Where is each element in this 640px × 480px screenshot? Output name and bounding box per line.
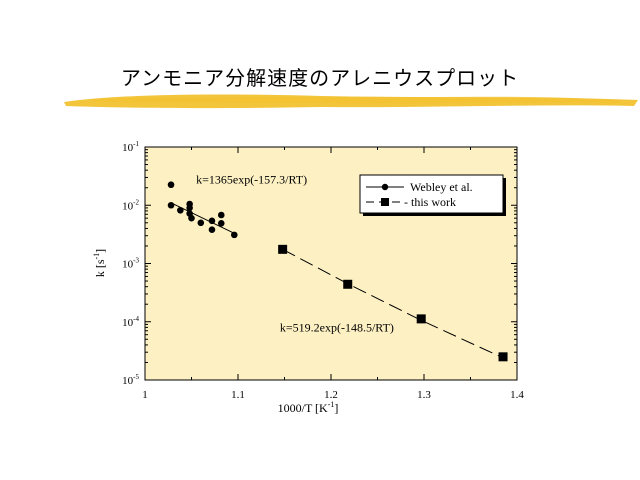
legend-label-webley: Webley et al.: [410, 180, 473, 194]
slide-title: アンモニア分解速度のアレニウスプロット: [120, 66, 520, 90]
data-point-this-work: [498, 352, 508, 362]
annotations: k=1365exp(-157.3/RT) k=519.2exp(-148.5/R…: [196, 173, 394, 335]
legend-label-this-work: - this work: [404, 195, 456, 209]
x-axis: 1 1.1 1.2 1.3 1.4: [142, 147, 524, 401]
y-axis-label-text: k [s: [93, 259, 107, 277]
y-axis: 10-1 10-2 10-3 10-4 10-5: [122, 140, 517, 387]
data-point-webley: [167, 181, 175, 189]
y-axis-label-end: ]: [93, 249, 107, 253]
annotation-webley-fit: k=1365exp(-157.3/RT): [196, 173, 307, 187]
title-underline-brush-stroke: [64, 94, 638, 109]
legend: Webley et al. - this work: [359, 174, 506, 216]
x-tick-label: 1: [142, 389, 148, 401]
x-tick-label: 1.1: [231, 389, 245, 401]
data-point-webley: [177, 206, 184, 214]
y-tick-label: 10-2: [122, 198, 139, 212]
x-axis-label-end: ]: [334, 401, 338, 415]
legend-marker-this-work: [381, 198, 389, 206]
y-tick-label: 10-3: [122, 257, 139, 271]
data-point-webley: [167, 201, 175, 209]
data-points: [167, 181, 508, 362]
legend-box: [359, 174, 504, 214]
data-point-webley: [197, 219, 205, 227]
data-point-webley: [188, 214, 195, 222]
data-point-webley: [208, 226, 216, 234]
y-tick-label: 10-5: [122, 373, 139, 387]
data-point-webley: [186, 204, 193, 212]
x-axis-label-sup: -1: [328, 400, 335, 409]
x-tick-label: 1.4: [510, 389, 524, 401]
y-tick-label: 10-4: [122, 315, 139, 329]
data-point-webley: [217, 211, 225, 219]
y-axis-label: k [s-1]: [92, 249, 107, 277]
y-axis-label-sup: -1: [92, 253, 101, 260]
svg-text:1000/T [K-1]: 1000/T [K-1]: [278, 400, 339, 415]
data-point-this-work: [416, 314, 426, 324]
x-tick-label: 1.3: [417, 389, 431, 401]
annotation-this-work-fit: k=519.2exp(-148.5/RT): [280, 321, 394, 335]
data-point-webley: [217, 219, 225, 227]
fit-line-this-work: [282, 248, 504, 359]
x-tick-label: 1.2: [324, 389, 338, 401]
y-tick-label: 10-1: [122, 140, 139, 154]
data-point-webley: [208, 217, 216, 225]
x-axis-label-text: 1000/T [K: [278, 401, 328, 415]
data-point-this-work: [278, 244, 288, 254]
x-axis-label: 1000/T [K-1]: [278, 400, 339, 415]
data-point-webley: [230, 231, 238, 239]
data-point-this-work: [343, 279, 353, 289]
legend-marker-webley: [381, 183, 389, 191]
svg-text:k [s-1]: k [s-1]: [92, 249, 107, 277]
